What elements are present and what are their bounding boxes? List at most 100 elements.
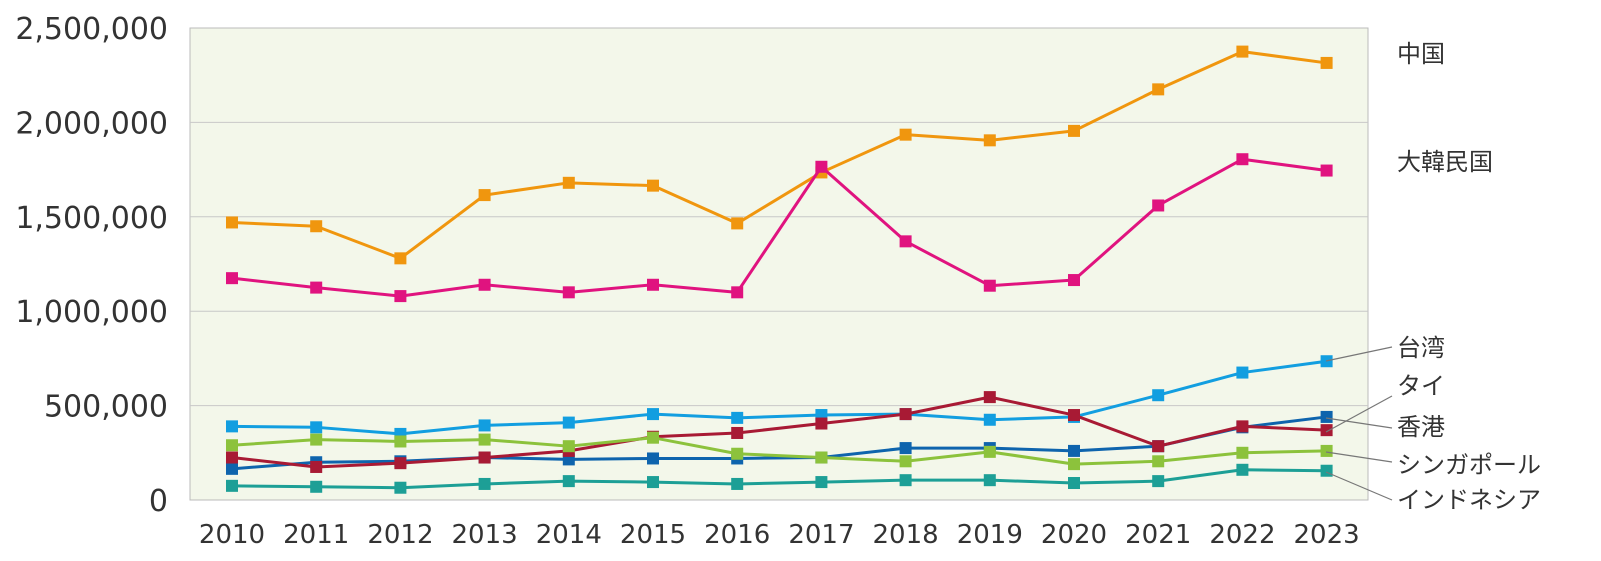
data-point <box>1068 444 1080 457</box>
y-tick-label: 2,500,000 <box>15 12 168 47</box>
y-tick-label: 500,000 <box>44 390 168 425</box>
y-axis: 0 500,000 1,000,000 1,500,000 2,000,000 2,500… <box>15 12 168 519</box>
data-point <box>394 290 407 303</box>
data-point <box>562 416 575 429</box>
data-point <box>478 278 491 291</box>
series-label: 中国 <box>1397 40 1445 68</box>
data-point <box>1236 446 1249 459</box>
data-point <box>394 252 407 265</box>
data-point <box>562 440 575 453</box>
data-point <box>478 477 491 490</box>
x-tick-label: 2021 <box>1125 520 1191 550</box>
data-point <box>647 408 659 421</box>
series-line <box>231 50 1327 260</box>
data-point <box>731 286 744 299</box>
series-line <box>231 436 1327 466</box>
data-point <box>394 481 407 494</box>
data-point <box>815 417 828 430</box>
data-point <box>1068 477 1080 490</box>
leader-line <box>1325 417 1393 429</box>
data-point <box>983 474 996 487</box>
x-tick-label: 2014 <box>536 520 602 550</box>
series-label: インドネシア <box>1397 486 1541 514</box>
label-leader-lines <box>1325 346 1393 501</box>
data-point <box>1320 164 1333 177</box>
series-5 <box>226 431 1333 471</box>
data-point <box>478 433 491 446</box>
x-tick-label: 2015 <box>620 520 686 550</box>
x-axis: 2010 2011 2012 2013 2014 2015 2016 2017 2018 2019… <box>199 520 1360 550</box>
data-point <box>983 445 996 458</box>
data-point <box>899 455 912 468</box>
data-point <box>731 411 744 424</box>
data-point <box>478 419 491 432</box>
data-point <box>731 426 744 439</box>
data-point <box>478 451 491 464</box>
data-point <box>310 281 323 294</box>
x-tick-label: 2022 <box>1209 520 1275 550</box>
data-point <box>731 447 744 460</box>
data-point <box>310 220 323 233</box>
series-label: 大韓民国 <box>1397 148 1493 176</box>
leader-line <box>1325 346 1393 362</box>
data-point <box>647 431 659 444</box>
x-tick-label: 2017 <box>788 520 854 550</box>
data-point <box>1236 463 1249 476</box>
data-point <box>394 435 407 448</box>
data-point <box>562 475 575 488</box>
data-point <box>1152 455 1165 468</box>
series-line <box>231 157 1327 298</box>
data-point <box>731 477 744 490</box>
y-tick-label: 1,000,000 <box>15 295 168 330</box>
data-point <box>899 408 912 421</box>
leader-line <box>1325 395 1393 433</box>
data-point <box>226 216 238 229</box>
data-point <box>226 439 238 452</box>
data-point <box>310 433 323 446</box>
series-6 <box>226 463 1333 494</box>
data-point <box>983 391 996 404</box>
data-point <box>1236 366 1249 379</box>
leader-line <box>1325 471 1393 501</box>
data-point <box>815 476 828 489</box>
gridlines <box>190 121 1368 407</box>
data-point <box>1320 444 1333 457</box>
x-tick-label: 2013 <box>452 520 518 550</box>
data-point <box>1152 199 1165 212</box>
data-point <box>226 462 238 475</box>
data-point <box>899 128 912 141</box>
data-point <box>1236 420 1249 433</box>
leader-line <box>1325 451 1393 463</box>
data-point <box>983 134 996 147</box>
series-4 <box>226 391 1333 473</box>
series-line <box>231 395 1327 469</box>
plot-area <box>189 27 1369 501</box>
data-point <box>226 479 238 492</box>
series-label: 香港 <box>1397 413 1445 441</box>
data-point <box>983 279 996 292</box>
data-point <box>1320 410 1333 423</box>
series-group <box>226 45 1333 494</box>
data-point <box>647 179 659 192</box>
data-point <box>899 235 912 248</box>
series-line <box>231 415 1327 471</box>
data-point <box>1068 409 1080 422</box>
data-point <box>1320 56 1333 69</box>
data-point <box>1152 83 1165 96</box>
data-point <box>899 442 912 455</box>
y-tick-label: 1,500,000 <box>15 201 168 236</box>
x-tick-label: 2023 <box>1294 520 1360 550</box>
series-0 <box>226 45 1333 265</box>
series-line <box>231 359 1327 436</box>
data-point <box>1320 424 1333 437</box>
data-point <box>731 217 744 230</box>
data-point <box>815 451 828 464</box>
data-point <box>1152 389 1165 402</box>
data-point <box>1152 475 1165 488</box>
x-tick-label: 2010 <box>199 520 265 550</box>
data-point <box>899 474 912 487</box>
data-point <box>647 476 659 489</box>
series-1 <box>226 153 1333 303</box>
